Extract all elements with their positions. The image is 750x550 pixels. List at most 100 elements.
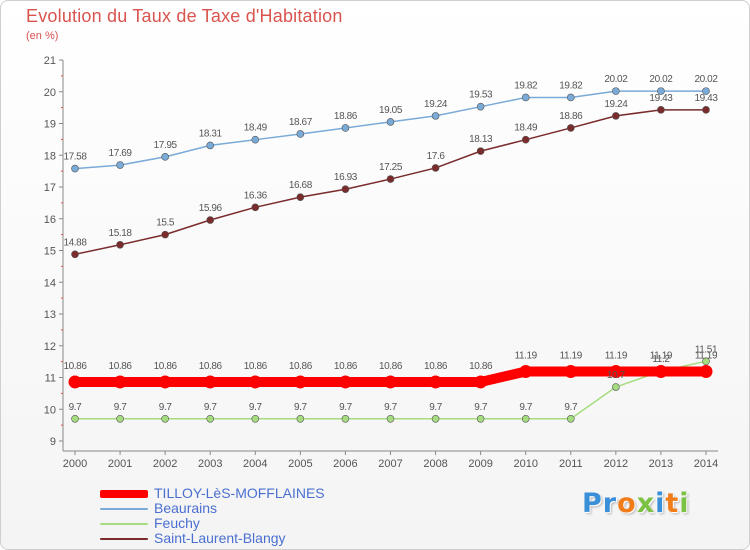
data-point	[612, 87, 620, 95]
data-label: 10.86	[244, 361, 268, 372]
data-point	[251, 135, 260, 144]
data-label: 19.82	[514, 80, 538, 91]
data-point	[206, 141, 215, 150]
data-label: 9.7	[384, 402, 398, 413]
x-tick-label: 2013	[649, 458, 673, 470]
data-point	[612, 383, 620, 391]
legend-label: Feuchy	[154, 515, 200, 531]
data-point	[384, 375, 397, 389]
data-label: 9.7	[294, 402, 308, 413]
data-point	[521, 135, 530, 144]
data-point	[476, 147, 485, 155]
data-label: 18.13	[469, 134, 493, 145]
legend-label: Saint-Laurent-Blangy	[154, 530, 286, 546]
x-tick-label: 2010	[513, 458, 537, 470]
data-point	[476, 414, 485, 423]
data-point	[702, 357, 710, 366]
data-point	[206, 414, 215, 423]
legend-item: TILLOY-LèS-MOFFLAINES	[100, 486, 325, 501]
axes: 9 10 11 12 13 14 15 16 17 18 19 20 21 2000 2001 2002 200…	[44, 55, 718, 470]
y-tick-label: 16	[44, 214, 56, 226]
legend-item: Beaurains	[100, 501, 325, 516]
data-label: 10.86	[289, 361, 313, 372]
data-point	[296, 414, 305, 423]
legend-swatch	[100, 522, 148, 525]
legend: TILLOY-LèS-MOFFLAINES Beaurains Feuchy Sain…	[100, 486, 325, 546]
y-tick-label: 17	[44, 182, 56, 194]
data-point	[521, 414, 530, 423]
data-label: 20.02	[604, 74, 628, 85]
data-label: 19.43	[694, 93, 718, 104]
x-tick-label: 2009	[468, 458, 492, 470]
logo-letter: P	[582, 488, 603, 519]
data-point	[296, 130, 305, 138]
x-tick-label: 2001	[108, 458, 132, 470]
data-label: 15.96	[199, 203, 223, 214]
data-point	[476, 102, 485, 111]
legend-swatch	[100, 507, 148, 510]
y-tick-label: 10	[44, 404, 56, 416]
data-label: 10.86	[334, 361, 358, 372]
data-label: 19.82	[559, 80, 583, 91]
data-point	[431, 112, 440, 120]
data-label: 19.24	[424, 99, 448, 110]
data-label: 14.88	[63, 237, 87, 248]
x-tick-label: 2006	[333, 458, 357, 470]
x-tick-label: 2004	[243, 458, 267, 470]
data-label: 10.86	[469, 361, 493, 372]
data-label: 9.7	[429, 402, 443, 413]
data-point	[341, 414, 350, 423]
data-point	[251, 203, 260, 212]
y-tick-label: 20	[44, 87, 56, 99]
data-point	[429, 375, 443, 389]
y-tick-label: 13	[44, 309, 56, 321]
data-point	[161, 414, 169, 423]
line-chart: 9 10 11 12 13 14 15 16 17 18 19 20 21 2000 2001 2002 200…	[44, 55, 719, 470]
data-label: 9.7	[474, 402, 488, 413]
y-tick-label: 15	[44, 246, 56, 258]
data-label: 9.7	[564, 402, 578, 413]
data-point	[116, 240, 124, 249]
logo-letter: i	[679, 488, 690, 519]
chart-title: Evolution du Taux de Taxe d'Habitation	[26, 6, 343, 26]
data-label: 16.68	[289, 180, 313, 191]
y-tick-label: 11	[45, 373, 56, 385]
data-point	[116, 161, 124, 169]
legend-swatch	[100, 489, 148, 498]
y-tick-label: 19	[44, 119, 56, 131]
y-tick-label: 18	[44, 150, 56, 162]
logo-letter: x	[636, 488, 656, 519]
data-point	[566, 93, 575, 102]
data-point	[702, 87, 710, 95]
data-point	[612, 112, 620, 120]
x-tick-label: 2008	[423, 458, 447, 470]
data-point	[341, 124, 350, 132]
data-label: 15.5	[156, 218, 175, 229]
data-label: 11.19	[515, 350, 538, 361]
data-point	[564, 364, 578, 378]
x-tick-label: 2000	[63, 458, 87, 470]
data-label: 9.7	[204, 402, 218, 413]
data-point	[248, 375, 262, 389]
data-label: 11.2	[652, 354, 670, 365]
data-point	[293, 375, 307, 389]
data-label: 10.86	[109, 361, 133, 372]
data-point	[654, 364, 668, 378]
data-label: 11.19	[650, 350, 673, 361]
data-label: 18.31	[199, 128, 223, 139]
data-label: 11.19	[695, 350, 718, 361]
data-point	[699, 364, 713, 378]
data-point	[296, 193, 305, 201]
data-label: 9.7	[69, 402, 83, 413]
data-label: 19.05	[379, 105, 403, 116]
data-label: 10.86	[199, 361, 223, 372]
x-tick-label: 2005	[288, 458, 312, 470]
data-point	[566, 124, 575, 132]
y-tick-label: 14	[44, 277, 56, 289]
y-tick-label: 12	[44, 341, 56, 353]
data-label: 18.86	[559, 111, 583, 122]
x-tick-label: 2002	[153, 458, 177, 470]
data-point	[113, 375, 127, 389]
data-label: 10.86	[379, 361, 403, 372]
data-label: 10.86	[424, 361, 448, 372]
